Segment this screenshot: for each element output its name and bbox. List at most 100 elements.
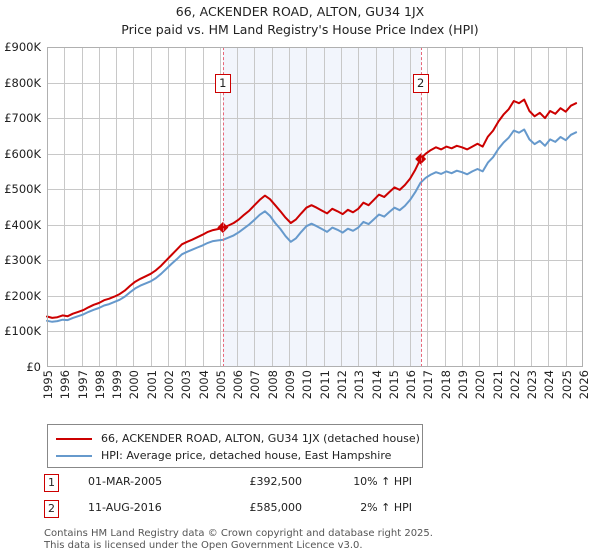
gridline-vertical xyxy=(82,47,83,367)
x-axis-tick-label: 2004 xyxy=(196,370,211,400)
legend-swatch-hpi xyxy=(56,454,92,457)
x-axis-tick-label: 2015 xyxy=(386,370,401,400)
y-axis-tick-label: £800K xyxy=(4,75,41,90)
page-subtitle: Price paid vs. HM Land Registry's House … xyxy=(121,22,479,37)
gridline-horizontal xyxy=(47,154,583,155)
gridline-vertical xyxy=(272,47,273,367)
gridline-vertical xyxy=(566,47,567,367)
gridline-vertical xyxy=(185,47,186,367)
x-axis-tick-label: 2023 xyxy=(525,370,540,400)
gridline-vertical xyxy=(289,47,290,367)
gridline-vertical xyxy=(324,47,325,367)
gridline-vertical xyxy=(479,47,480,367)
x-axis-tick-label: 2017 xyxy=(421,370,436,400)
gridline-vertical xyxy=(427,47,428,367)
legend-swatch-property xyxy=(56,437,92,440)
gridline-vertical xyxy=(548,47,549,367)
series-layer xyxy=(46,98,578,323)
gridline-vertical xyxy=(341,47,342,367)
y-axis-tick-label: £400K xyxy=(4,217,41,232)
footer-line-1: Contains HM Land Registry data © Crown c… xyxy=(44,528,433,539)
table-row: 1 01-MAR-2005 £392,500 10% ↑ HPI xyxy=(44,472,464,498)
x-axis-tick-label: 2022 xyxy=(507,370,522,400)
series-line-hpi xyxy=(46,128,578,323)
event-dashed-line xyxy=(222,47,224,367)
gridline-vertical xyxy=(462,47,463,367)
x-axis-tick-label: 2024 xyxy=(542,370,557,400)
x-axis-tick-label: 2001 xyxy=(144,370,159,400)
footer-line-2: This data is licensed under the Open Gov… xyxy=(44,539,363,551)
txn-date: 11-AUG-2016 xyxy=(88,501,162,514)
y-axis-tick-label: £200K xyxy=(4,288,41,303)
legend-label-hpi: HPI: Average price, detached house, East… xyxy=(101,449,392,462)
gridline-vertical xyxy=(168,47,169,367)
x-axis-tick-label: 2026 xyxy=(577,370,591,400)
x-axis-tick-label: 1995 xyxy=(41,370,55,400)
x-axis-tick-label: 2016 xyxy=(404,370,419,400)
gridline-horizontal xyxy=(47,260,583,261)
gridline-vertical xyxy=(531,47,532,367)
x-axis-tick-label: 2010 xyxy=(300,370,315,400)
y-axis-tick-label: £500K xyxy=(4,182,41,197)
gridline-horizontal xyxy=(47,189,583,190)
table-row: 2 11-AUG-2016 £585,000 2% ↑ HPI xyxy=(44,498,464,524)
x-axis-tick-label: 2012 xyxy=(334,370,349,400)
x-axis-tick-label: 2019 xyxy=(455,370,470,400)
gridline-vertical xyxy=(99,47,100,367)
x-axis-labels: 1995 1996 1997 1998 1999 2000 2001 2002 2003 2004… xyxy=(41,370,591,414)
y-axis-tick-label: £0 xyxy=(26,360,41,374)
gridline-horizontal xyxy=(47,83,583,84)
x-axis-tick-label: 2014 xyxy=(369,370,384,400)
txn-date: 01-MAR-2005 xyxy=(88,475,163,488)
x-axis-tick-label: 2008 xyxy=(265,370,280,400)
y-axis-tick-label: £300K xyxy=(4,253,41,268)
gridline-vertical xyxy=(203,47,204,367)
title-block: 66, ACKENDER ROAD, ALTON, GU34 1JX Price… xyxy=(0,0,600,39)
gridline-horizontal xyxy=(47,296,583,297)
x-axis-tick-label: 2013 xyxy=(352,370,367,400)
x-axis-tick-label: 2003 xyxy=(179,370,194,400)
legend-label-property: 66, ACKENDER ROAD, ALTON, GU34 1JX (deta… xyxy=(101,432,420,445)
x-axis-tick-label: 2002 xyxy=(162,370,177,400)
txn-index-badge: 1 xyxy=(44,474,59,492)
y-axis-tick-label: £900K xyxy=(4,40,41,54)
txn-price: £585,000 xyxy=(249,501,303,514)
gridline-vertical xyxy=(151,47,152,367)
txn-hpi-delta: 2% ↑ HPI xyxy=(360,501,412,514)
transactions-table: 1 01-MAR-2005 £392,500 10% ↑ HPI 2 11-AU… xyxy=(44,472,464,524)
plot-area xyxy=(46,47,583,367)
gridline-horizontal xyxy=(47,118,583,119)
gridline-vertical xyxy=(133,47,134,367)
y-axis-labels: £0 £100K £200K £300K £400K £500K £600K £700K £80… xyxy=(0,40,44,374)
gridline-vertical xyxy=(220,47,221,367)
gridline-vertical xyxy=(393,47,394,367)
x-axis-tick-label: 2025 xyxy=(559,370,574,400)
y-axis-tick-label: £100K xyxy=(4,324,41,339)
txn-price: £392,500 xyxy=(249,475,303,488)
legend-item-hpi: HPI: Average price, detached house, East… xyxy=(48,447,422,464)
gridline-vertical xyxy=(237,47,238,367)
txn-hpi-delta: 10% ↑ HPI xyxy=(353,475,412,488)
x-axis-tick-label: 2021 xyxy=(490,370,505,400)
gridline-vertical xyxy=(376,47,377,367)
event-number-badge: 2 xyxy=(412,74,429,93)
x-axis-tick-label: 1998 xyxy=(92,370,107,400)
gridline-horizontal xyxy=(47,331,583,332)
gridline-vertical xyxy=(514,47,515,367)
chart-legend: 66, ACKENDER ROAD, ALTON, GU34 1JX (deta… xyxy=(47,424,423,468)
legend-item-property: 66, ACKENDER ROAD, ALTON, GU34 1JX (deta… xyxy=(48,430,422,447)
page-title: 66, ACKENDER ROAD, ALTON, GU34 1JX xyxy=(175,4,425,19)
x-axis-tick-label: 2020 xyxy=(473,370,488,400)
event-dashed-line xyxy=(420,47,422,367)
x-axis-tick-label: 2007 xyxy=(248,370,263,400)
x-axis-tick-label: 1996 xyxy=(58,370,73,400)
txn-index-badge: 2 xyxy=(44,500,59,518)
x-axis-tick-label: 1997 xyxy=(75,370,90,400)
ownership-band xyxy=(222,47,421,367)
gridline-vertical xyxy=(254,47,255,367)
x-axis-tick-label: 2000 xyxy=(127,370,142,400)
event-number-badge: 1 xyxy=(214,74,231,93)
x-axis-tick-label: 1999 xyxy=(110,370,125,400)
gridline-vertical xyxy=(64,47,65,367)
